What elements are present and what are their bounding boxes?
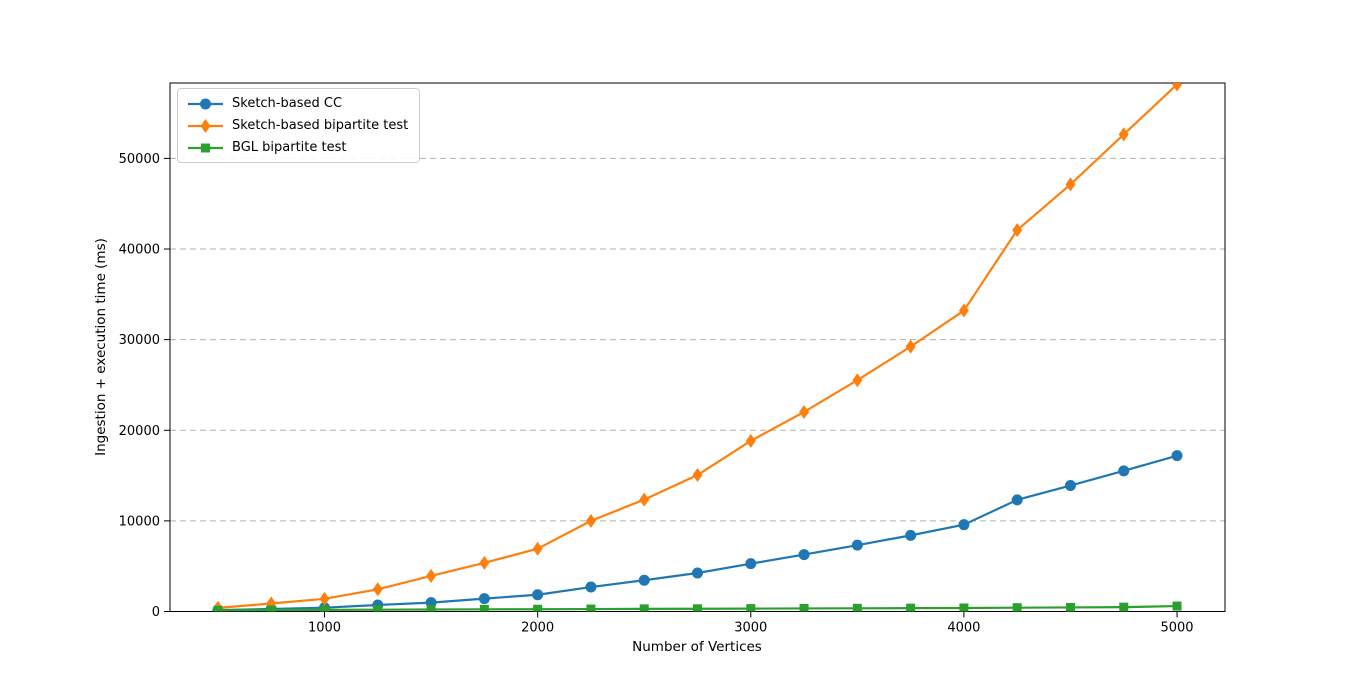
data-point-square	[1065, 602, 1075, 612]
y-tick-label: 40000	[119, 243, 160, 258]
data-point-circle	[638, 574, 650, 586]
y-tick-label: 20000	[119, 424, 160, 439]
data-point-circle	[745, 558, 757, 570]
data-point-diamond	[319, 591, 330, 606]
data-point-circle	[1011, 494, 1023, 506]
data-point-diamond	[905, 339, 916, 354]
data-point-circle	[905, 529, 917, 541]
data-point-diamond	[852, 373, 863, 388]
x-tick-label: 3000	[734, 621, 767, 636]
legend-circle-icon	[188, 98, 223, 109]
data-point-square	[266, 605, 276, 612]
data-point-diamond	[958, 303, 969, 318]
x-tick-label: 1000	[308, 621, 341, 636]
data-point-diamond	[426, 568, 437, 583]
data-point-diamond	[200, 118, 211, 133]
x-tick-label: 4000	[947, 621, 980, 636]
data-point-circle	[1064, 480, 1076, 492]
x-tick-label: 2000	[521, 621, 554, 636]
data-point-diamond	[745, 433, 756, 448]
data-point-circle	[1118, 465, 1130, 477]
data-point-diamond	[532, 541, 543, 556]
data-point-square	[533, 604, 543, 612]
data-point-diamond	[639, 492, 650, 507]
y-axis-label: Ingestion + execution time (ms)	[93, 238, 109, 456]
data-point-square	[426, 605, 436, 612]
legend-item-label: BGL bipartite test	[232, 140, 347, 155]
data-point-square	[852, 603, 862, 612]
data-point-circle	[478, 593, 490, 605]
data-point-square	[799, 603, 809, 612]
data-point-square	[320, 605, 330, 612]
legend-item-label: Sketch-based bipartite test	[232, 118, 409, 133]
data-point-square	[1172, 601, 1182, 611]
data-point-diamond	[692, 468, 703, 483]
data-point-diamond	[1172, 83, 1183, 92]
legend-item: BGL bipartite test	[187, 139, 408, 156]
data-point-circle	[1171, 450, 1183, 462]
data-point-diamond	[372, 582, 383, 597]
gridlines	[170, 157, 1225, 522]
data-point-square	[586, 604, 596, 612]
x-tick-label: 5000	[1160, 621, 1193, 636]
data-point-circle	[585, 581, 597, 593]
data-point-square	[213, 605, 223, 612]
data-point-square	[1119, 602, 1129, 612]
data-point-square	[959, 603, 969, 612]
legend-item: Sketch-based bipartite test	[187, 117, 408, 134]
data-point-square	[373, 605, 383, 612]
data-point-circle	[798, 549, 810, 561]
data-point-square	[906, 603, 916, 612]
data-point-square	[746, 604, 756, 612]
data-point-square	[639, 604, 649, 612]
data-point-square	[1012, 603, 1022, 612]
data-point-circle	[851, 539, 863, 551]
data-point-diamond	[585, 513, 596, 528]
data-point-circle	[200, 98, 211, 109]
data-point-square	[479, 604, 489, 612]
data-point-diamond	[479, 555, 490, 570]
data-point-circle	[532, 589, 544, 601]
y-tick-label: 30000	[119, 333, 160, 348]
data-point-square	[201, 143, 210, 152]
data-point-circle	[958, 519, 970, 531]
data-point-circle	[692, 567, 703, 579]
legend-square-icon	[188, 143, 223, 152]
data-point-diamond	[799, 404, 810, 419]
series-square	[213, 601, 1182, 612]
data-point-diamond	[1012, 223, 1023, 238]
x-axis-label: Number of Vertices	[632, 639, 762, 655]
legend-item-label: Sketch-based CC	[232, 96, 343, 111]
y-tick-label: 50000	[119, 152, 160, 167]
axis-ticks: 1000 2000 3000 4000 500001000020000300004000…	[119, 152, 1194, 636]
data-point-diamond	[1065, 177, 1076, 192]
y-tick-label: 0	[152, 605, 160, 620]
data-point-square	[693, 604, 702, 612]
legend: Sketch-based CC Sketch-based bipartite te…	[177, 88, 421, 163]
data-point-diamond	[1118, 127, 1129, 142]
y-tick-label: 10000	[119, 514, 160, 529]
legend-item: Sketch-based CC	[187, 95, 408, 112]
legend-diamond-icon	[188, 118, 223, 133]
